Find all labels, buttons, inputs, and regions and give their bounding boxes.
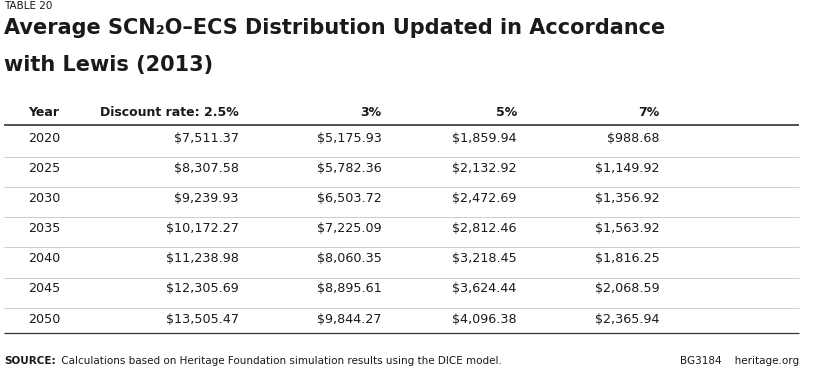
Text: $6,503.72: $6,503.72: [317, 192, 382, 205]
Text: $7,511.37: $7,511.37: [173, 132, 238, 145]
Text: 7%: 7%: [639, 106, 660, 119]
Text: $2,472.69: $2,472.69: [452, 192, 516, 205]
Text: $8,307.58: $8,307.58: [173, 162, 238, 175]
Text: $1,859.94: $1,859.94: [452, 132, 516, 145]
Text: $9,844.27: $9,844.27: [317, 313, 382, 326]
Text: Average SCN₂O–ECS Distribution Updated in Accordance: Average SCN₂O–ECS Distribution Updated i…: [4, 18, 666, 38]
Text: $2,365.94: $2,365.94: [596, 313, 660, 326]
Text: 3%: 3%: [361, 106, 382, 119]
Text: 2030: 2030: [28, 192, 60, 205]
Text: $8,060.35: $8,060.35: [317, 252, 382, 265]
Text: $1,356.92: $1,356.92: [596, 192, 660, 205]
Text: $5,782.36: $5,782.36: [317, 162, 382, 175]
Text: $988.68: $988.68: [607, 132, 660, 145]
Text: Discount rate: 2.5%: Discount rate: 2.5%: [100, 106, 238, 119]
Text: 5%: 5%: [496, 106, 516, 119]
Text: $8,895.61: $8,895.61: [317, 283, 382, 296]
Text: 2020: 2020: [28, 132, 60, 145]
Text: 2045: 2045: [28, 283, 60, 296]
Text: $4,096.38: $4,096.38: [452, 313, 516, 326]
Text: with Lewis (2013): with Lewis (2013): [4, 55, 214, 75]
Text: $3,218.45: $3,218.45: [452, 252, 516, 265]
Text: $9,239.93: $9,239.93: [174, 192, 238, 205]
Text: Year: Year: [28, 106, 59, 119]
Text: $1,563.92: $1,563.92: [596, 222, 660, 235]
Text: 2040: 2040: [28, 252, 60, 265]
Text: $11,238.98: $11,238.98: [166, 252, 238, 265]
Text: $3,624.44: $3,624.44: [452, 283, 516, 296]
Text: 2035: 2035: [28, 222, 60, 235]
Text: $1,149.92: $1,149.92: [596, 162, 660, 175]
Text: $5,175.93: $5,175.93: [317, 132, 382, 145]
Text: $1,816.25: $1,816.25: [595, 252, 660, 265]
Text: $2,068.59: $2,068.59: [596, 283, 660, 296]
Text: $2,812.46: $2,812.46: [452, 222, 516, 235]
Text: Calculations based on Heritage Foundation simulation results using the DICE mode: Calculations based on Heritage Foundatio…: [59, 356, 502, 366]
Text: $13,505.47: $13,505.47: [166, 313, 238, 326]
Text: TABLE 20: TABLE 20: [4, 1, 53, 11]
Text: 2025: 2025: [28, 162, 60, 175]
Text: $2,132.92: $2,132.92: [452, 162, 516, 175]
Text: $7,225.09: $7,225.09: [317, 222, 382, 235]
Text: 2050: 2050: [28, 313, 60, 326]
Text: SOURCE:: SOURCE:: [4, 356, 56, 366]
Text: $12,305.69: $12,305.69: [166, 283, 238, 296]
Text: BG3184    heritage.org: BG3184 heritage.org: [680, 356, 799, 366]
Text: $10,172.27: $10,172.27: [166, 222, 238, 235]
